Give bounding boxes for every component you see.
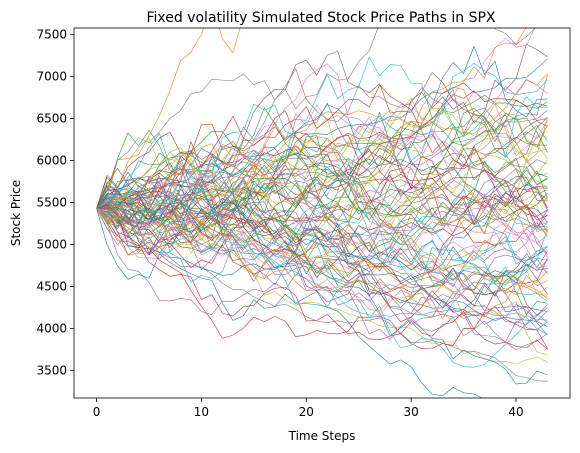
series-group [96,28,548,398]
series-line [96,191,548,295]
series-line [96,208,548,382]
y-axis-title: Stock Price [9,180,23,246]
series-line [96,90,548,209]
series-line [96,79,548,254]
series-line [96,208,548,322]
series-line [96,109,548,216]
series-line [96,45,548,268]
series-line [96,208,548,356]
series-line [96,208,483,398]
series-line [96,146,548,262]
series-line [96,190,548,229]
series-line [96,160,548,228]
series-line [96,159,548,247]
series-line [96,208,548,325]
series-line [96,140,548,223]
x-axis: 0 10 20 30 40 [93,398,524,419]
y-tick-label: 6500 [36,112,67,126]
series-line [96,136,548,209]
series-line [96,84,548,209]
series-line [96,164,548,336]
series-line [96,148,548,234]
series-line [96,183,548,273]
series-line [96,205,548,316]
series-line [96,124,548,255]
series-line [96,178,548,368]
x-tick-label: 40 [508,405,523,419]
y-tick-label: 7500 [36,28,67,42]
series-line [96,56,548,209]
series-line [96,149,548,285]
x-axis-title: Time Steps [288,429,356,443]
series-line [96,28,536,238]
series-line [96,179,548,351]
series-line [96,208,548,365]
series-line [96,201,548,283]
series-line [96,28,241,209]
x-tick-label: 10 [194,405,209,419]
series-line [96,198,548,295]
series-line [96,203,548,324]
series-line [96,197,548,315]
series-line [96,94,548,209]
series-line [96,181,548,263]
series-line [96,137,548,229]
series-line [96,192,548,284]
series-line [96,133,548,214]
series-line [96,151,548,306]
series-line [96,208,548,288]
series-line [96,28,548,226]
y-axis: 3500 4000 4500 5000 5500 6000 6500 7000 7500 [36,28,74,377]
series-line [96,123,548,209]
y-tick-label: 4000 [36,321,67,335]
y-tick-label: 3500 [36,363,67,377]
series-line [96,205,548,277]
chart-title: Fixed volatility Simulated Stock Price P… [146,10,495,26]
series-line [96,145,548,234]
x-tick-label: 20 [299,405,314,419]
series-line [96,28,536,209]
series-line [96,117,548,275]
series-line [96,110,548,237]
y-tick-label: 4500 [36,279,67,293]
series-line [96,114,548,250]
series-line [96,188,548,310]
series-line [96,96,548,239]
series-line [96,51,548,224]
series-line [96,200,548,314]
y-tick-label: 7000 [36,70,67,84]
series-line [96,172,548,284]
series-line [96,204,548,350]
y-tick-label: 5000 [36,237,67,251]
plot-frame [73,27,571,399]
x-tick-label: 30 [403,405,418,419]
series-line [96,208,548,349]
y-tick-label: 6000 [36,154,67,168]
series-line [96,207,548,316]
y-tick-label: 5500 [36,196,67,210]
x-tick-label: 0 [93,405,101,419]
series-line [96,184,548,385]
